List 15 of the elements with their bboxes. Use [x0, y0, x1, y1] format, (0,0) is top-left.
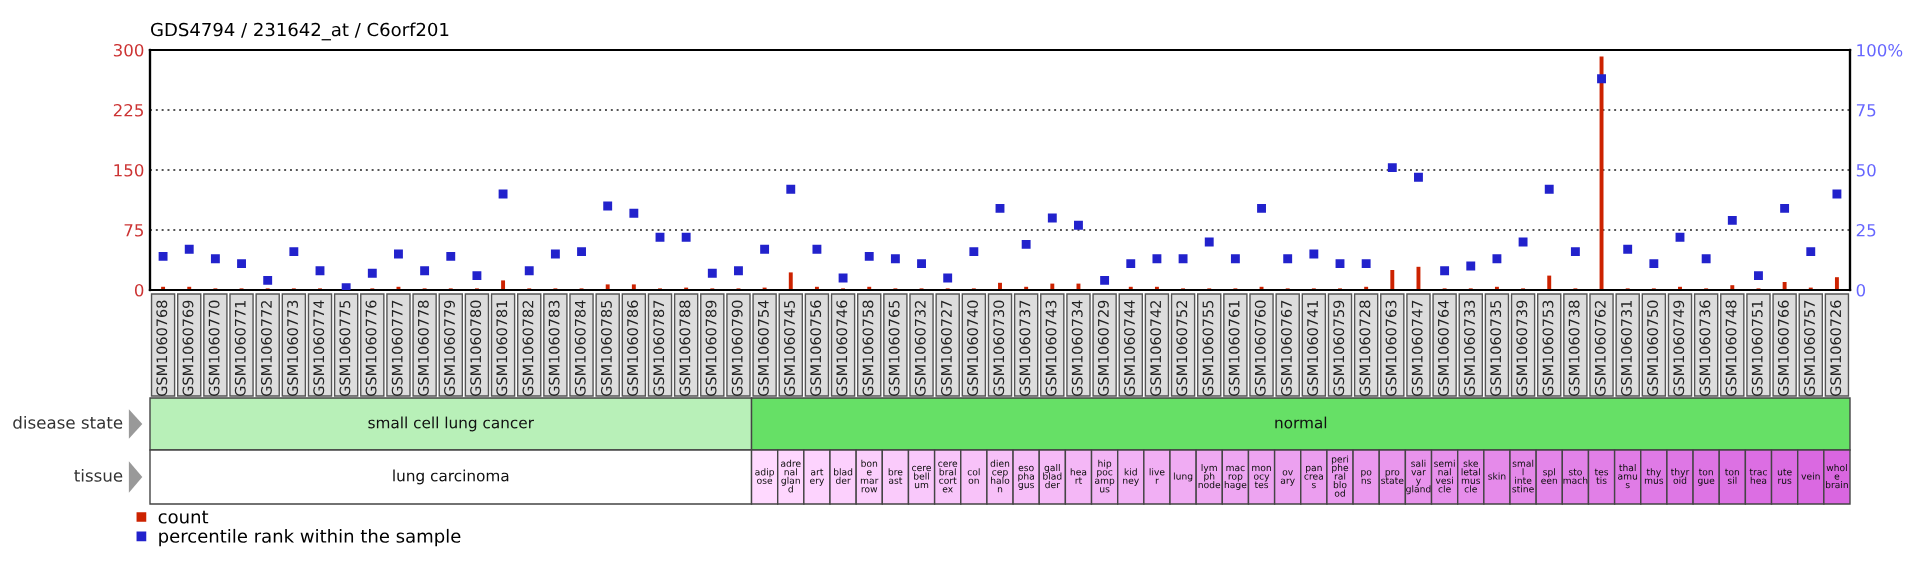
y2-tick-label: 75	[1856, 104, 1876, 117]
y-tick-label: 0	[134, 283, 144, 297]
y-tick-label: 300	[113, 43, 144, 57]
y-tick-label: 75	[124, 224, 143, 237]
legend-label: count	[158, 510, 209, 524]
y2-tick-label: 100%	[1857, 43, 1903, 57]
y-tick-label: 225	[113, 103, 143, 117]
y2-tick-label: 50	[1856, 163, 1876, 177]
chart-title: GDS4794 / 231642_at / C6orf201	[151, 22, 449, 41]
text: tissue	[74, 468, 123, 482]
y2-tick-label: 25	[1856, 223, 1876, 237]
y2-tick-label: 0	[1856, 283, 1866, 297]
legend-label: percentile rank within the sample	[159, 528, 461, 547]
y-tick-label: 150	[114, 163, 144, 177]
text: disease state	[13, 415, 123, 429]
